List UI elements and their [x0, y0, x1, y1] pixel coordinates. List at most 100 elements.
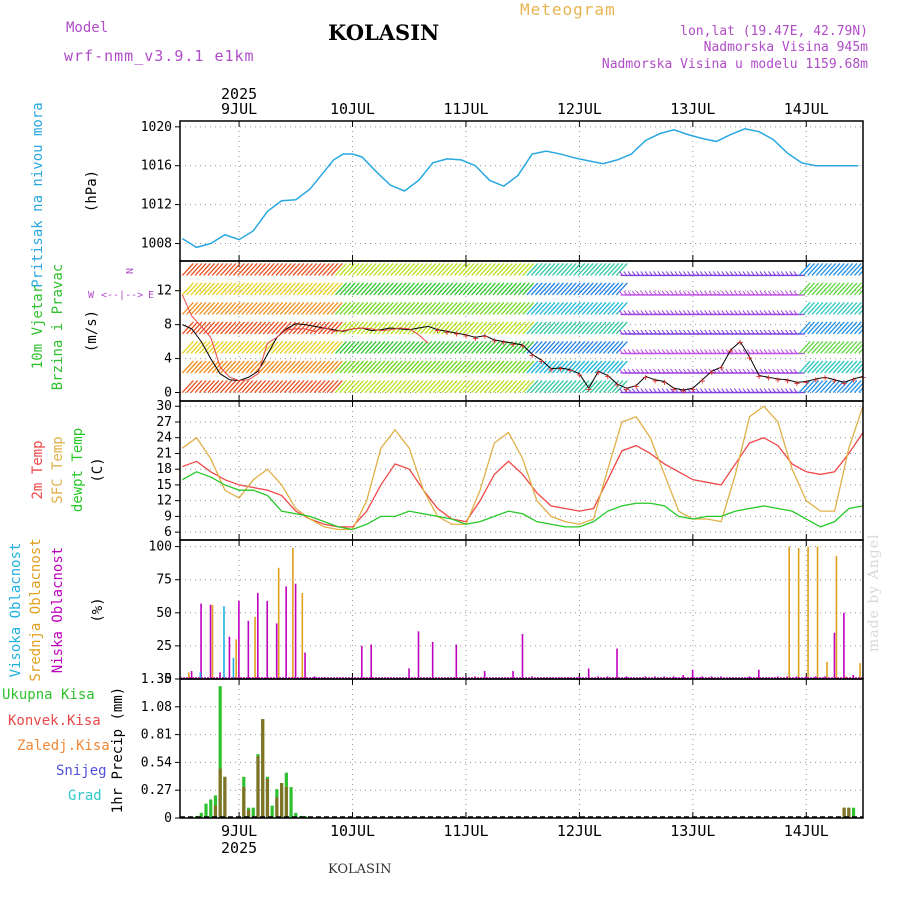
wind-barb [780, 349, 785, 354]
wind-barb [386, 302, 399, 315]
wind-barb [607, 302, 620, 315]
wind-barb [755, 310, 760, 315]
wind-barb [305, 282, 318, 296]
wind-barb [241, 262, 254, 276]
wind-barb [283, 302, 296, 315]
wind-barb [590, 302, 603, 315]
wind-barb [661, 349, 666, 354]
wind-barb [420, 262, 433, 276]
wind-barb [594, 262, 607, 276]
wind-barb [798, 380, 811, 393]
wind-barb [300, 302, 313, 315]
wind-barb [807, 380, 820, 393]
wind-barb [543, 282, 556, 296]
wind-barb [598, 360, 611, 374]
wind-barb [390, 302, 403, 315]
wind-barb [789, 271, 794, 276]
wind-barb [245, 341, 258, 354]
y-tick-label: 1.35 [141, 672, 172, 687]
wind-barb [644, 290, 649, 296]
wind-barb [526, 360, 539, 374]
wind-barb [381, 321, 394, 335]
wind-barb [729, 368, 734, 374]
wind-barb [815, 282, 828, 296]
wind-barb [386, 262, 399, 276]
wind-gust-line [181, 294, 429, 382]
wind-barb [190, 341, 203, 354]
cloud-bar [292, 547, 294, 679]
elevation-label: Nadmorska Visina 945m [703, 40, 868, 55]
wind-barb [665, 271, 670, 276]
wind-barb [313, 380, 326, 393]
wind-barb [560, 321, 573, 335]
wind-barb [181, 380, 194, 393]
wind-barb [772, 349, 777, 354]
wind-barb [279, 262, 292, 276]
wind-barb [678, 349, 683, 354]
wind-barb [776, 349, 781, 354]
wind-barb [772, 368, 777, 374]
wind-marker: + [614, 380, 620, 391]
y-tick-label: 21 [156, 446, 172, 461]
wind-barb [432, 341, 445, 354]
pressure-line [181, 127, 859, 249]
cloud-bar [691, 669, 694, 679]
wind-barb [573, 360, 586, 374]
wind-barb [360, 262, 373, 276]
cloud-bar [228, 636, 231, 679]
wind-barb [759, 329, 764, 335]
wind-barb [534, 262, 547, 276]
wind-barb [352, 282, 365, 296]
wind-barb [300, 360, 313, 374]
wind-barb [691, 368, 696, 374]
wind-marker: + [775, 375, 781, 386]
wind-barb [275, 302, 288, 315]
precip-legend-2: Zaledj.Kisa [17, 738, 110, 754]
wind-barb [343, 302, 356, 315]
wind-barb [249, 380, 262, 393]
wind-barb [488, 282, 501, 296]
wind-barb [513, 302, 526, 315]
wind-barb [798, 341, 811, 354]
wind-barb [356, 341, 369, 354]
wind-barb [854, 284, 863, 296]
precip-conv-bar [842, 807, 846, 818]
wind-barb [190, 302, 203, 315]
cloud-bar [788, 546, 790, 679]
wind-barb [623, 388, 628, 393]
wind-barb [742, 310, 747, 315]
wind-barb [279, 302, 292, 315]
wind-barb [755, 349, 760, 354]
wind-barb [445, 380, 458, 393]
wind-barb [394, 302, 407, 315]
wind-marker: + [510, 339, 516, 350]
wind-barb [854, 323, 863, 335]
wind-barb [373, 380, 386, 393]
wind-barb [746, 349, 751, 354]
wind-barb [309, 302, 322, 315]
wind-barb [198, 360, 211, 374]
cloud-bar [807, 546, 809, 679]
wind-barb [721, 290, 726, 296]
wind-barb [560, 360, 573, 374]
wind-marker: + [548, 365, 554, 376]
wind-barb [682, 329, 687, 335]
wind-barb [704, 368, 709, 374]
wind-barb [699, 290, 704, 296]
wind-barb [292, 302, 305, 315]
wind-barb [640, 290, 645, 296]
wind-marker: + [463, 331, 469, 342]
wind-marker: + [435, 326, 441, 337]
wind-barb [500, 302, 513, 315]
cloud-bar [277, 567, 280, 679]
wind-barb [560, 341, 573, 354]
precip-total-bar [199, 812, 203, 818]
wind-barb [432, 302, 445, 315]
wind-barb [313, 302, 326, 315]
cloud-bar [835, 555, 838, 679]
wind-barb [471, 262, 484, 276]
wind-barb [190, 282, 203, 296]
wind-barb [356, 360, 369, 374]
model-elevation-label: Nadmorska Visina u modelu 1159.68m [601, 57, 868, 72]
wind-barb [224, 282, 237, 296]
